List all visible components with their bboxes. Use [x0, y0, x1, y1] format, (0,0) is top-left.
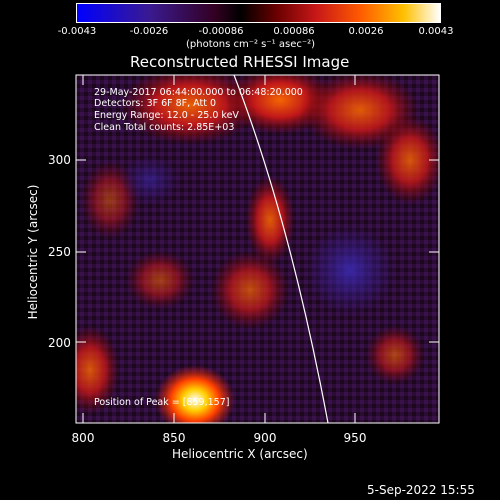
x-tick-label: 900 [253, 431, 277, 445]
colorbar [76, 3, 441, 23]
y-axis-label: Heliocentric Y (arcsec) [26, 184, 40, 320]
colorbar-tick-label: -0.00086 [198, 26, 244, 37]
solar-limb-line [233, 75, 329, 423]
y-tick-label: 250 [48, 245, 71, 259]
colorbar-tick-label: -0.0026 [129, 26, 169, 37]
plot-title: Reconstructed RHESSI Image [130, 53, 350, 71]
y-tick-label: 300 [48, 153, 71, 167]
detectors-label: Detectors: 3F 6F 8F, Att 0 [94, 98, 217, 109]
colorbar-tick-label: -0.0043 [57, 26, 97, 37]
x-tick-label: 850 [162, 431, 186, 445]
x-tick-label: 800 [71, 431, 95, 445]
x-tick-label: 950 [343, 431, 367, 445]
generation-timestamp: 5-Sep-2022 15:55 [367, 483, 475, 497]
peak-position-label: Position of Peak = [859,157] [94, 397, 230, 408]
colorbar-tick-label: 0.0043 [418, 26, 454, 37]
x-axis-label: Heliocentric X (arcsec) [172, 447, 308, 461]
y-tick-label: 200 [48, 336, 71, 350]
colorbar-tick-label: 0.0026 [348, 26, 384, 37]
observation-time-label: 29-May-2017 06:44:00.000 to 06:48:20.000 [94, 87, 303, 98]
colorbar-tick-label: 0.00086 [273, 26, 315, 37]
colorbar-units-label: (photons cm⁻² s⁻¹ asec⁻²) [186, 39, 316, 50]
clean-total-counts-label: Clean Total counts: 2.85E+03 [94, 122, 235, 133]
energy-range-label: Energy Range: 12.0 - 25.0 keV [94, 110, 239, 121]
